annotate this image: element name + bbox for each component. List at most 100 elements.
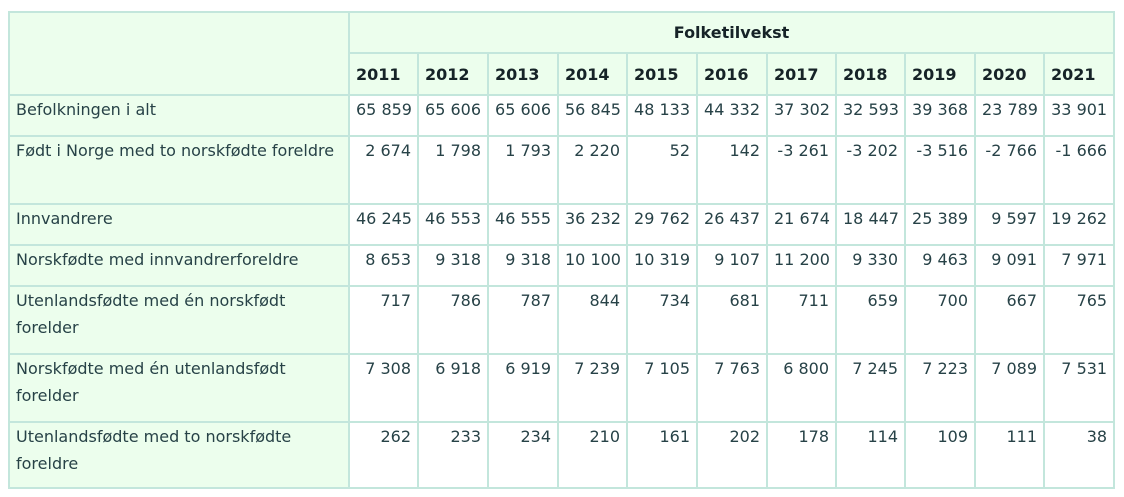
table-row: Utenlandsfødte med én norskfødt forelder… bbox=[8, 285, 1116, 355]
table-cell: 56 845 bbox=[557, 94, 628, 137]
table-cell: 111 bbox=[974, 421, 1045, 489]
row-label: Befolkningen i alt bbox=[8, 94, 350, 137]
table-cell: 1 793 bbox=[487, 135, 559, 205]
table-cell: 178 bbox=[766, 421, 837, 489]
table-cell: 6 919 bbox=[487, 353, 559, 423]
year-header: 2014 bbox=[557, 52, 628, 96]
table-row: Innvandrere 46 245 46 553 46 555 36 232 … bbox=[8, 203, 1116, 246]
year-header: 2011 bbox=[348, 52, 419, 96]
table-cell: 7 089 bbox=[974, 353, 1045, 423]
year-header: 2017 bbox=[766, 52, 837, 96]
table-cell: 7 245 bbox=[835, 353, 906, 423]
table-cell: 32 593 bbox=[835, 94, 906, 137]
table-cell: 9 107 bbox=[696, 244, 768, 287]
table-cell: 11 200 bbox=[766, 244, 837, 287]
table-cell: 39 368 bbox=[904, 94, 976, 137]
table-cell: 786 bbox=[417, 285, 489, 355]
table-cell: 7 105 bbox=[626, 353, 698, 423]
table-cell: 765 bbox=[1042, 285, 1116, 355]
table-cell: 46 555 bbox=[487, 203, 559, 246]
table-cell: 9 318 bbox=[487, 244, 559, 287]
table-cell: 21 674 bbox=[766, 203, 837, 246]
table-cell: 19 262 bbox=[1042, 203, 1116, 246]
table-cell: 52 bbox=[626, 135, 698, 205]
table-cell: 7 239 bbox=[557, 353, 628, 423]
year-header: 2012 bbox=[417, 52, 489, 96]
table-cell: 7 763 bbox=[696, 353, 768, 423]
table-row: Født i Norge med to norskfødte foreldre … bbox=[8, 135, 1116, 205]
table-cell: 18 447 bbox=[835, 203, 906, 246]
table-cell: 202 bbox=[696, 421, 768, 489]
table-cell: 9 463 bbox=[904, 244, 976, 287]
year-header: 2016 bbox=[696, 52, 768, 96]
table-cell: 6 918 bbox=[417, 353, 489, 423]
table-cell: 681 bbox=[696, 285, 768, 355]
year-header: 2021 bbox=[1042, 52, 1116, 96]
table-cell: 2 220 bbox=[557, 135, 628, 205]
table-cell: 700 bbox=[904, 285, 976, 355]
table-cell: 717 bbox=[348, 285, 419, 355]
table-cell: 734 bbox=[626, 285, 698, 355]
table-cell: -1 666 bbox=[1042, 135, 1116, 205]
table-cell: 844 bbox=[557, 285, 628, 355]
table-cell: 142 bbox=[696, 135, 768, 205]
table-cell: -3 261 bbox=[766, 135, 837, 205]
table-cell: 46 553 bbox=[417, 203, 489, 246]
table-row: Utenlandsfødte med to norskfødte foreldr… bbox=[8, 421, 1116, 489]
table-cell: 9 318 bbox=[417, 244, 489, 287]
row-label: Innvandrere bbox=[8, 203, 350, 246]
table-cell: 26 437 bbox=[696, 203, 768, 246]
table-cell: 8 653 bbox=[348, 244, 419, 287]
table-cell: 711 bbox=[766, 285, 837, 355]
row-label: Norskfødte med innvandrerforeldre bbox=[8, 244, 350, 287]
table-cell: 6 800 bbox=[766, 353, 837, 423]
header-group-row: Folketilvekst bbox=[8, 11, 1116, 96]
row-label: Norskfødte med én utenlandsfødt forelder bbox=[8, 353, 350, 423]
year-header: 2015 bbox=[626, 52, 698, 96]
table-cell: 9 091 bbox=[974, 244, 1045, 287]
table-cell: 667 bbox=[974, 285, 1045, 355]
year-header: 2018 bbox=[835, 52, 906, 96]
table-cell: 65 606 bbox=[487, 94, 559, 137]
row-label: Født i Norge med to norskfødte foreldre bbox=[8, 135, 350, 205]
table-cell: 44 332 bbox=[696, 94, 768, 137]
table-cell: 787 bbox=[487, 285, 559, 355]
table-cell: -3 202 bbox=[835, 135, 906, 205]
table-cell: 23 789 bbox=[974, 94, 1045, 137]
table-cell: 25 389 bbox=[904, 203, 976, 246]
table-cell: 36 232 bbox=[557, 203, 628, 246]
table-cell: 161 bbox=[626, 421, 698, 489]
header-corner-cell bbox=[8, 11, 350, 96]
row-label: Utenlandsfødte med to norskfødte foreldr… bbox=[8, 421, 350, 489]
table-cell: 48 133 bbox=[626, 94, 698, 137]
table-cell: 659 bbox=[835, 285, 906, 355]
table-row: Befolkningen i alt 65 859 65 606 65 606 … bbox=[8, 94, 1116, 137]
table-cell: 65 859 bbox=[348, 94, 419, 137]
header-years-row: 2011 2012 2013 2014 2015 2016 2017 2018 … bbox=[9, 52, 1116, 96]
year-header: 2019 bbox=[904, 52, 976, 96]
table-cell: 233 bbox=[417, 421, 489, 489]
table-cell: 210 bbox=[557, 421, 628, 489]
table-cell: -3 516 bbox=[904, 135, 976, 205]
table-cell: 1 798 bbox=[417, 135, 489, 205]
row-label: Utenlandsfødte med én norskfødt forelder bbox=[8, 285, 350, 355]
table-cell: 7 531 bbox=[1042, 353, 1116, 423]
table-cell: 29 762 bbox=[626, 203, 698, 246]
population-growth-table: Folketilvekst 2011 2012 2013 2014 2015 2… bbox=[8, 11, 1116, 489]
table-cell: 38 bbox=[1042, 421, 1116, 489]
year-header: 2020 bbox=[974, 52, 1045, 96]
table-cell: 65 606 bbox=[417, 94, 489, 137]
table-cell: 114 bbox=[835, 421, 906, 489]
table-row: Norskfødte med én utenlandsfødt forelder… bbox=[8, 353, 1116, 423]
year-header: 2013 bbox=[487, 52, 559, 96]
table-cell: 7 223 bbox=[904, 353, 976, 423]
table-row: Norskfødte med innvandrerforeldre 8 653 … bbox=[8, 244, 1116, 287]
table-cell: 46 245 bbox=[348, 203, 419, 246]
table-cell: -2 766 bbox=[974, 135, 1045, 205]
table-cell: 10 100 bbox=[557, 244, 628, 287]
table-cell: 33 901 bbox=[1042, 94, 1116, 137]
table-cell: 37 302 bbox=[766, 94, 837, 137]
table-cell: 9 597 bbox=[974, 203, 1045, 246]
table-cell: 7 971 bbox=[1042, 244, 1116, 287]
table-cell: 7 308 bbox=[348, 353, 419, 423]
